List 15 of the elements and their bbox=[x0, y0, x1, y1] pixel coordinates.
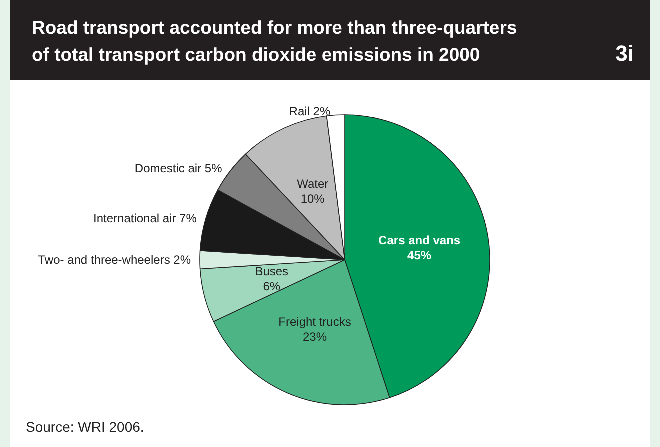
text: 3i bbox=[616, 41, 634, 67]
slice-label: Domestic air 5% bbox=[134, 162, 223, 176]
data-label: 23% bbox=[303, 330, 328, 344]
data-label: 6% bbox=[263, 279, 281, 294]
data-label: 45% bbox=[408, 248, 432, 263]
slice-label: Buses bbox=[255, 264, 289, 278]
chart-title: Road transport accounted for more than three-quarters of total transport carbon dioxide emissions in 2000 bbox=[32, 16, 518, 67]
data-label: 10% bbox=[300, 192, 326, 206]
slice-label: Freight trucks bbox=[278, 314, 352, 329]
slice-label: International air 7% bbox=[94, 211, 198, 226]
slice-label: Two- and three-wheelers 2% bbox=[38, 253, 192, 267]
slice-label: Rail 2% bbox=[289, 104, 331, 118]
slice-label: Water bbox=[297, 177, 329, 192]
slice-label: Cars and vans bbox=[378, 234, 461, 248]
source-note: Source: WRI 2006. bbox=[26, 419, 144, 435]
